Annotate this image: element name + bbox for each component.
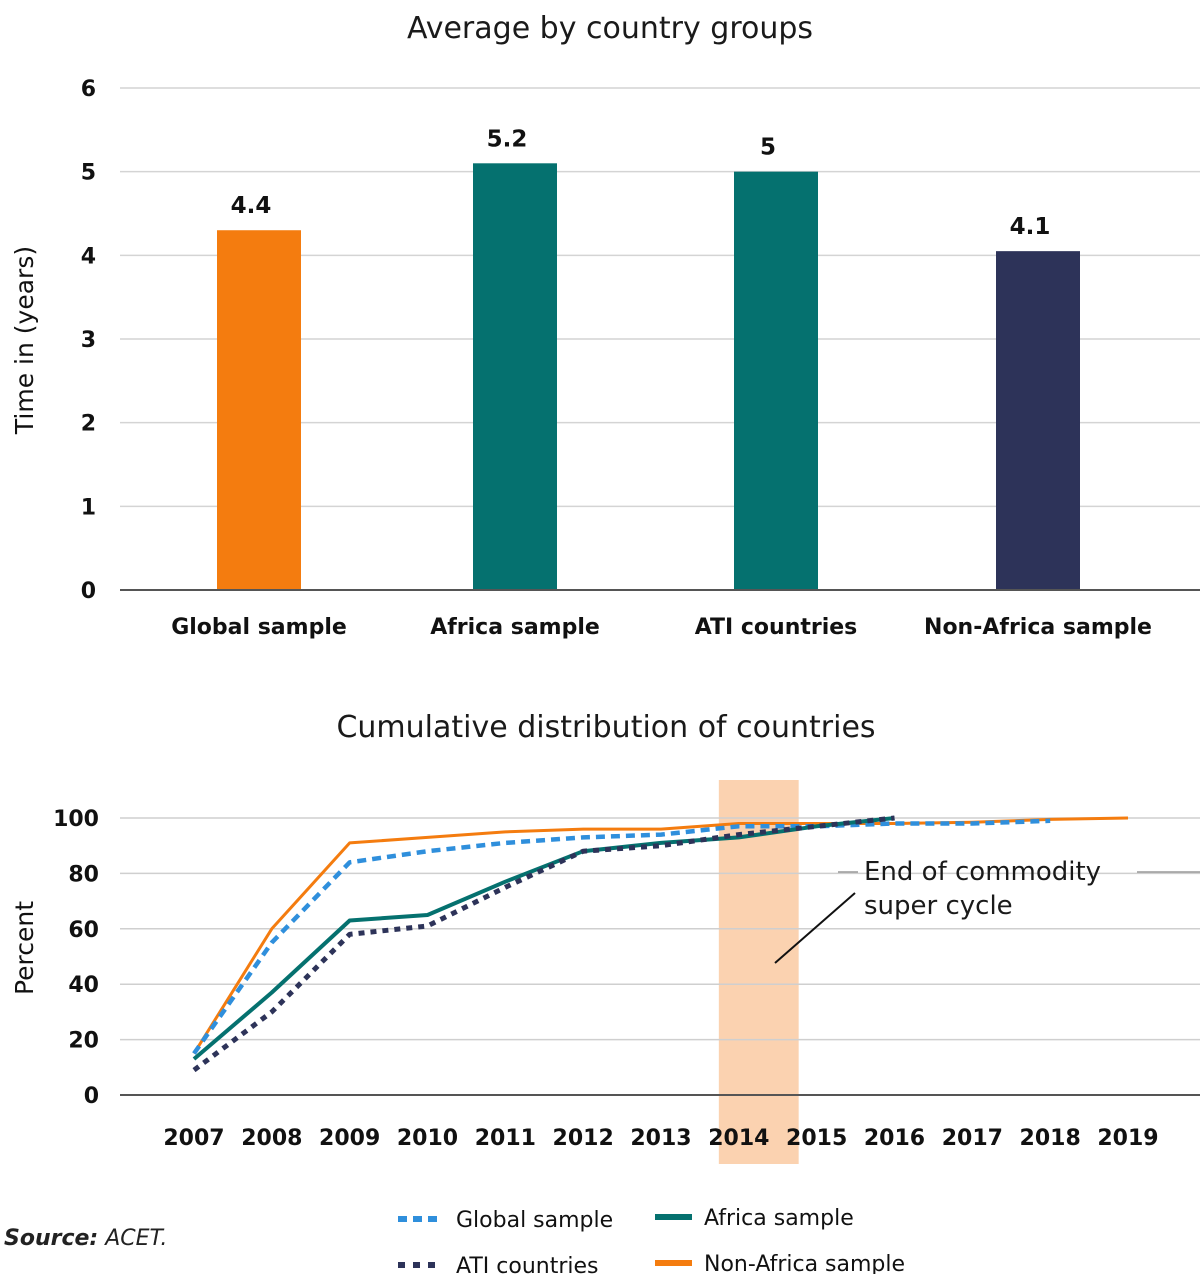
legend-item-ati-countries: ATI countries [398, 1254, 598, 1274]
x-tick-2008: 2008 [241, 1126, 302, 1151]
bar-y-tick-0: 0 [81, 579, 96, 604]
bar-chart-data-labels: 4.4 5.2 5 4.1 [231, 126, 1051, 240]
x-tick-2018: 2018 [1020, 1126, 1081, 1151]
data-label-ati-countries: 5 [760, 135, 776, 161]
line-y-tick-60: 60 [68, 918, 99, 943]
line-chart-x-ticks: 2007 2008 2009 2010 2011 2012 2013 2014 2015 2016… [163, 1126, 1158, 1151]
legend-item-non-africa-sample: Non-Africa sample [655, 1252, 905, 1274]
legend-item-global-sample: Global sample [398, 1208, 613, 1233]
x-tick-2017: 2017 [942, 1126, 1003, 1151]
annotation-line-1: End of commodity [864, 857, 1101, 887]
line-y-tick-100: 100 [53, 807, 99, 832]
x-tick-2014: 2014 [708, 1126, 769, 1151]
legend-label-non-africa-sample: Non-Africa sample [704, 1252, 905, 1274]
bar-y-tick-4: 4 [81, 244, 96, 269]
category-ati-countries: ATI countries [695, 615, 858, 640]
legend-item-africa-sample: Africa sample [655, 1206, 854, 1231]
data-label-africa-sample: 5.2 [487, 126, 528, 152]
x-tick-2015: 2015 [786, 1126, 847, 1151]
x-tick-2007: 2007 [163, 1126, 224, 1151]
x-tick-2010: 2010 [397, 1126, 458, 1151]
bar-y-tick-1: 1 [81, 495, 96, 520]
x-tick-2011: 2011 [475, 1126, 536, 1151]
legend-label-ati-countries: ATI countries [456, 1254, 598, 1274]
line-chart-gridlines [120, 817, 1200, 1096]
source-note: Source: ACET. [4, 1226, 167, 1251]
category-non-africa-sample: Non-Africa sample [924, 615, 1152, 640]
bar-y-tick-3: 3 [81, 328, 96, 353]
legend-label-africa-sample: Africa sample [704, 1206, 854, 1231]
bar-y-tick-2: 2 [81, 412, 96, 437]
series-global-sample [192, 818, 1051, 1055]
x-tick-2012: 2012 [553, 1126, 614, 1151]
bar-y-tick-5: 5 [81, 161, 96, 186]
x-tick-2016: 2016 [864, 1126, 925, 1151]
category-global-sample: Global sample [171, 615, 347, 640]
annotation-leader-line [774, 892, 856, 964]
x-tick-2019: 2019 [1097, 1126, 1158, 1151]
source-label: Source: [4, 1226, 99, 1251]
bar-y-tick-6: 6 [81, 77, 96, 102]
line-chart-y-ticks: 0 20 40 60 80 100 [53, 807, 99, 1109]
bar-africa-sample [473, 163, 557, 591]
bar-chart-bars [217, 163, 1080, 591]
source-text: ACET. [105, 1226, 168, 1251]
line-chart-title: Cumulative distribution of countries [336, 710, 875, 745]
commodity-super-cycle-band [718, 780, 799, 1164]
bar-chart-title: Average by country groups [407, 11, 813, 46]
bar-chart-y-axis-label: Time in (years) [10, 246, 39, 435]
x-tick-2013: 2013 [630, 1126, 691, 1151]
annotation-end-of-commodity-super-cycle: End of commodity super cycle [774, 857, 1200, 964]
annotation-line-2: super cycle [864, 891, 1013, 921]
bar-non-africa-sample [996, 251, 1080, 590]
bar-chart: Average by country groups Time in (years… [10, 11, 1200, 640]
line-y-tick-80: 80 [68, 862, 99, 887]
line-chart-y-axis-label: Percent [10, 901, 39, 995]
legend-label-global-sample: Global sample [456, 1208, 613, 1233]
series-ati-countries [192, 815, 895, 1073]
line-y-tick-0: 0 [84, 1084, 99, 1109]
line-y-tick-20: 20 [68, 1029, 99, 1054]
data-label-non-africa-sample: 4.1 [1010, 214, 1051, 240]
bar-ati-countries [734, 171, 818, 590]
bar-global-sample [217, 230, 301, 590]
x-tick-2009: 2009 [319, 1126, 380, 1151]
data-label-global-sample: 4.4 [231, 193, 272, 219]
category-africa-sample: Africa sample [430, 615, 600, 640]
line-chart-series [192, 815, 1129, 1073]
line-y-tick-40: 40 [68, 973, 99, 998]
line-chart: Cumulative distribution of countries Per… [10, 710, 1200, 1164]
legend: Global sample Africa sample ATI countrie… [398, 1206, 905, 1274]
bar-chart-categories: Global sample Africa sample ATI countries N… [171, 615, 1152, 640]
bar-chart-y-ticks: 0 1 2 3 4 5 6 [81, 77, 96, 604]
